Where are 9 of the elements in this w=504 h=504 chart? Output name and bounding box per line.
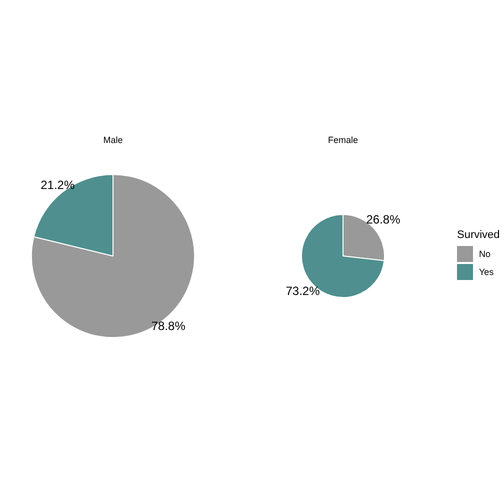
legend-label: Yes (479, 266, 494, 276)
data-label: 73.2% (286, 284, 320, 298)
slice-label: Male (102, 135, 124, 145)
slice-label: Female (326, 135, 359, 145)
legend-title: Survived (457, 229, 500, 241)
data-label: 78.8% (151, 318, 186, 333)
legend-label: No (479, 248, 491, 258)
data-label: 26.8% (366, 212, 401, 226)
data-label: 21.2% (40, 178, 75, 192)
